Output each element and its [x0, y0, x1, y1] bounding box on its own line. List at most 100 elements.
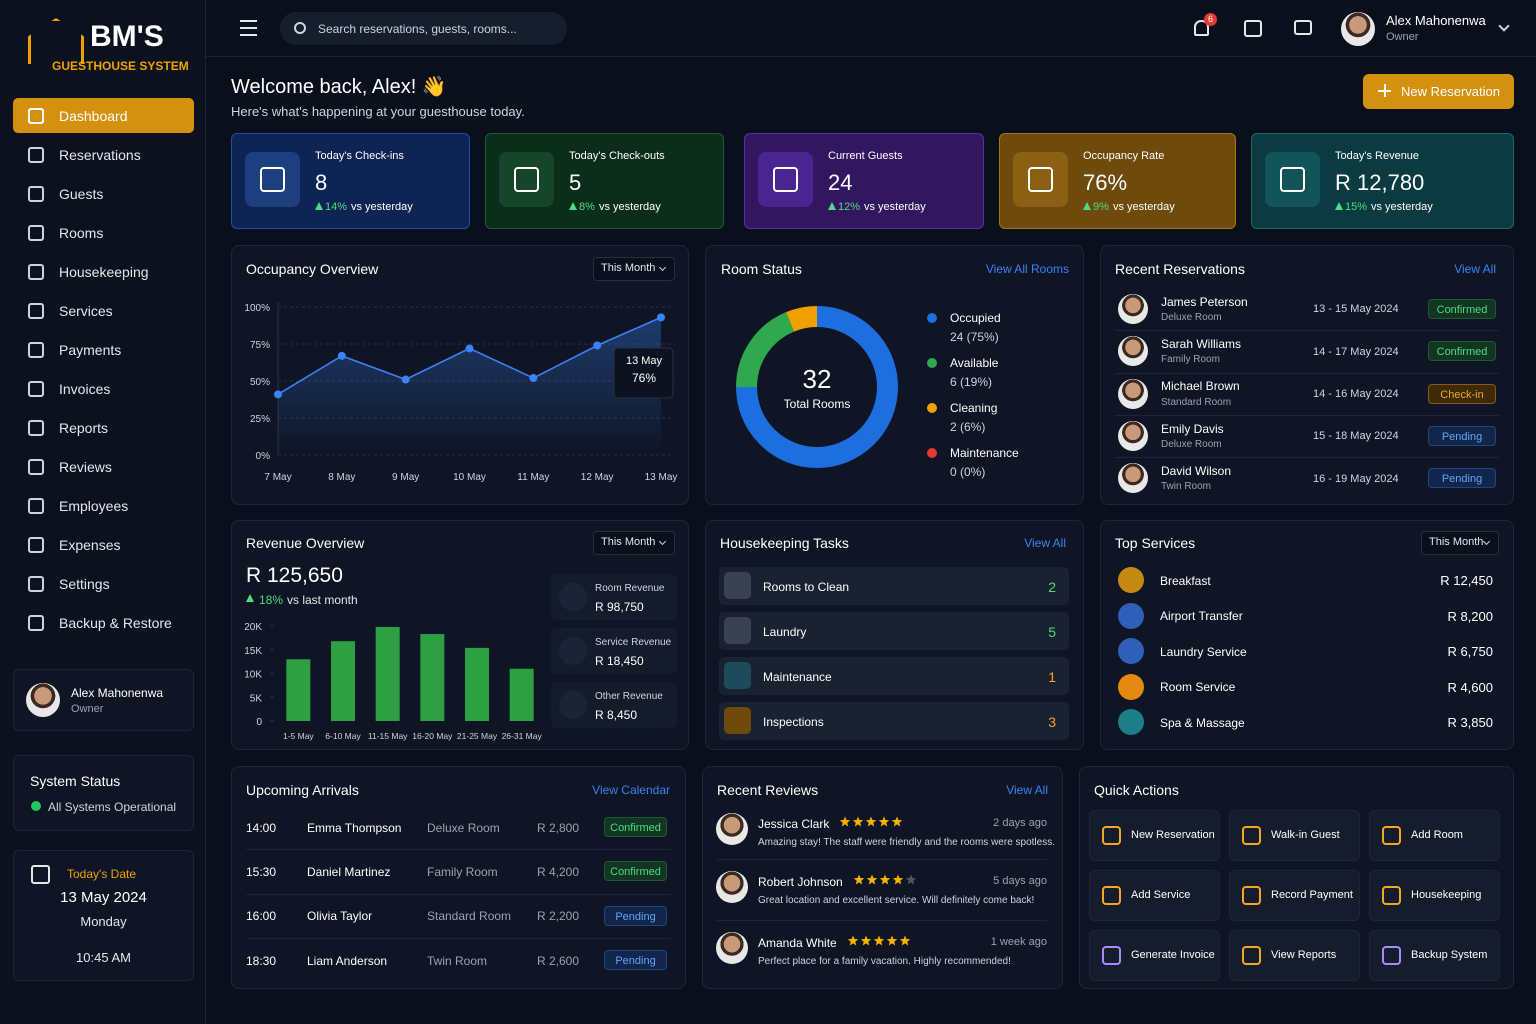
nav-item[interactable]: Backup & Restore: [59, 614, 172, 631]
stat-change: 8%: [579, 201, 595, 214]
task-row: [719, 567, 1069, 605]
service-name: Airport Transfer: [1160, 609, 1243, 624]
row-divider: [717, 920, 1047, 921]
breakdown-value: R 18,450: [595, 653, 644, 668]
service-amount: R 12,450: [1440, 573, 1493, 589]
arrival-room: Standard Room: [427, 909, 512, 924]
quick-action[interactable]: [1369, 870, 1500, 921]
nav-item[interactable]: Rooms: [59, 224, 104, 241]
new-reservation-label: New Reservation: [1401, 84, 1500, 100]
nav-item[interactable]: Reservations: [59, 146, 141, 163]
room-type: Deluxe Room: [1161, 438, 1222, 450]
nav-item[interactable]: Settings: [59, 575, 110, 592]
panel-link[interactable]: View All Rooms: [985, 261, 1069, 276]
status-badge: Confirmed: [604, 817, 667, 837]
nav-item[interactable]: Reviews: [59, 458, 112, 475]
row-divider: [1115, 330, 1499, 332]
nav-icon: [28, 498, 44, 514]
nav-icon: [28, 147, 44, 163]
panel-link[interactable]: View All: [1024, 535, 1066, 550]
avatar: [1118, 463, 1148, 494]
task-icon: [724, 572, 751, 599]
up-arrow: [828, 202, 836, 210]
notification-badge: 6: [1204, 13, 1217, 26]
quick-action[interactable]: [1369, 810, 1500, 861]
reviewer-name: Jessica Clark: [758, 816, 830, 831]
nav-item[interactable]: Services: [59, 302, 113, 319]
nav-icon: [28, 537, 44, 553]
nav-item[interactable]: Reports: [59, 419, 109, 436]
period-dropdown[interactable]: [1421, 531, 1499, 555]
status-badge: Confirmed: [1428, 299, 1496, 319]
nav-item[interactable]: Payments: [59, 341, 122, 358]
nav-item[interactable]: Dashboard: [59, 107, 128, 124]
nav-item[interactable]: Guests: [59, 185, 104, 202]
up-arrow: [1083, 202, 1091, 210]
nav-item[interactable]: Invoices: [59, 380, 111, 397]
breakdown-icon: [559, 637, 587, 665]
panel-title: Room Status: [721, 260, 802, 277]
quick-action[interactable]: [1229, 810, 1360, 861]
task-row: [719, 612, 1069, 650]
quick-action[interactable]: [1229, 870, 1360, 921]
quick-action[interactable]: [1089, 930, 1220, 981]
quick-action[interactable]: [1089, 810, 1220, 861]
guest-name: James Peterson: [1161, 294, 1248, 309]
nav-icon: [28, 303, 44, 319]
breakdown-icon: [559, 691, 587, 719]
period-dropdown[interactable]: [593, 531, 675, 555]
dates: 14 - 17 May 2024: [1313, 345, 1399, 358]
panel-link[interactable]: View All: [1454, 261, 1496, 276]
nav-item[interactable]: Housekeeping: [59, 263, 149, 280]
arrival-time: 14:00: [246, 820, 277, 835]
quick-action-label: Add Service: [1131, 889, 1191, 902]
arrival-room: Family Room: [427, 865, 498, 880]
quick-action[interactable]: [1229, 930, 1360, 981]
date: 13 May 2024: [60, 889, 147, 906]
quick-action[interactable]: [1089, 870, 1220, 921]
stat-change: 9%: [1093, 201, 1109, 214]
header-divider: [206, 56, 1536, 57]
quick-action[interactable]: [1369, 930, 1500, 981]
nav-item[interactable]: Employees: [59, 497, 129, 514]
stat-note: vs yesterday: [1113, 201, 1175, 214]
arrival-time: 15:30: [246, 865, 277, 880]
dates: 15 - 18 May 2024: [1313, 430, 1399, 443]
plus-icon: [1384, 84, 1386, 97]
stat-glyph: [773, 167, 798, 192]
stat-value: 8: [315, 169, 328, 195]
quick-action-label: Backup System: [1411, 949, 1488, 962]
nav-icon: [28, 459, 44, 475]
stat-label: Today's Check-ins: [315, 150, 404, 163]
avatar: [716, 871, 748, 903]
avatar: [716, 932, 748, 964]
quick-action-label: Housekeeping: [1411, 889, 1482, 902]
status-badge: Pending: [604, 905, 667, 926]
quick-action-icon: [1242, 946, 1261, 965]
dates: 14 - 16 May 2024: [1313, 388, 1399, 400]
panel-link[interactable]: View All: [1006, 782, 1048, 797]
panel-link[interactable]: View Calendar: [592, 782, 670, 797]
chevron: [1498, 20, 1510, 32]
task-label: Inspections: [763, 714, 824, 729]
task-count: 2: [1048, 578, 1056, 595]
stat-change: 15%: [1345, 201, 1368, 214]
quick-action-icon: [1102, 886, 1121, 905]
status-badge: Pending: [1428, 425, 1496, 446]
quick-action-label: Generate Invoice: [1131, 949, 1215, 962]
status-badge: Pending: [1428, 468, 1496, 489]
nav-icon: [28, 420, 44, 436]
service-icon: [1118, 567, 1144, 593]
task-row: [719, 702, 1069, 740]
period-dropdown[interactable]: [593, 257, 675, 281]
row-divider: [717, 859, 1047, 860]
nav-item[interactable]: Expenses: [59, 536, 121, 553]
service-name: Laundry Service: [1160, 644, 1247, 659]
arrival-room: Twin Room: [427, 953, 488, 968]
breakdown-label: Service Revenue: [595, 637, 672, 648]
period-label: This Month: [601, 262, 656, 275]
guest-name: Sarah Williams: [1161, 337, 1242, 352]
search-box[interactable]: [280, 12, 567, 45]
status-card: [13, 755, 194, 831]
